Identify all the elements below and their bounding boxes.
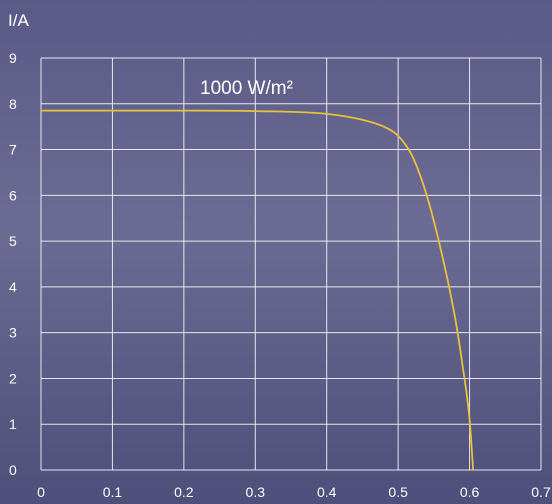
x-tick-label: 0.6 [460, 484, 480, 500]
y-tick-label: 6 [9, 187, 17, 203]
y-tick-label: 3 [9, 325, 17, 341]
y-tick-label: 1 [9, 416, 17, 432]
y-tick-label: 4 [9, 279, 17, 295]
y-tick-label: 5 [9, 233, 17, 249]
y-tick-label: 8 [9, 96, 17, 112]
y-axis-ticks: 0 1 2 3 4 5 6 7 8 9 [9, 50, 17, 478]
x-tick-label: 0.7 [531, 484, 551, 500]
y-tick-label: 9 [9, 50, 17, 66]
x-tick-label: 0.1 [103, 484, 123, 500]
y-tick-label: 7 [9, 142, 17, 158]
y-axis-label: I/A [8, 11, 29, 30]
x-tick-label: 0 [37, 484, 45, 500]
x-tick-label: 0.5 [388, 484, 408, 500]
iv-curve-line [41, 109, 475, 471]
y-tick-label: 2 [9, 370, 17, 386]
x-tick-label: 0.3 [246, 484, 266, 500]
grid [40, 57, 542, 471]
x-tick-label: 0.2 [174, 484, 194, 500]
irradiance-annotation: 1000 W/m² [200, 78, 293, 99]
x-axis-ticks: 0 0.1 0.2 0.3 0.4 0.5 0.6 0.7 [37, 484, 551, 500]
y-tick-label: 0 [9, 462, 17, 478]
x-tick-label: 0.4 [317, 484, 337, 500]
